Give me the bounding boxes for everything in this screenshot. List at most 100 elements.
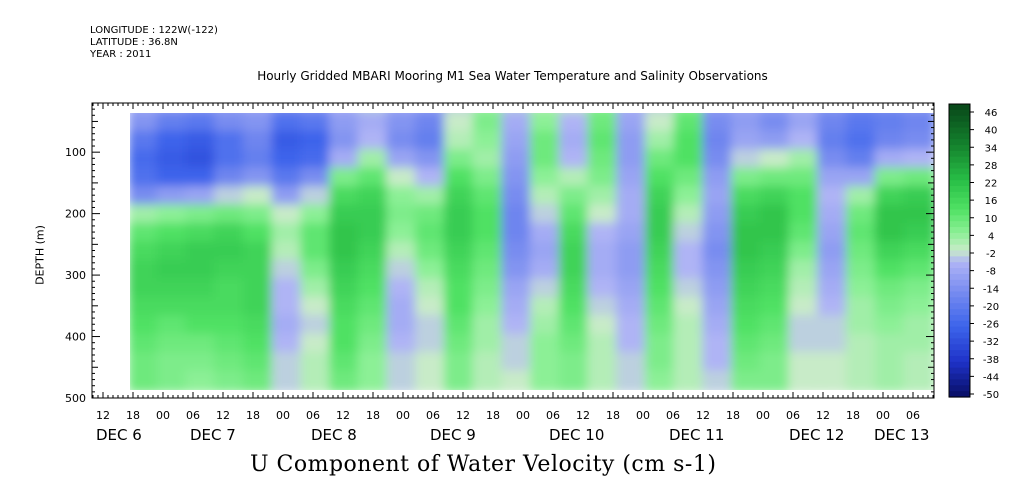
heatmap-cell xyxy=(845,259,879,280)
heatmap-cell xyxy=(874,296,908,316)
heatmap-cell xyxy=(357,113,391,132)
heatmap-cell xyxy=(443,370,477,390)
heatmap-cell xyxy=(817,113,850,132)
heatmap-cell xyxy=(874,278,908,298)
heatmap-cell xyxy=(845,130,879,151)
heatmap-cell xyxy=(673,333,707,353)
colorbar-swatch xyxy=(949,273,970,281)
heatmap-cell xyxy=(759,351,793,372)
heatmap-cell xyxy=(156,241,190,261)
colorbar-swatch xyxy=(949,355,970,363)
heatmap-cell xyxy=(644,222,678,243)
colorbar-label: 34 xyxy=(985,143,998,154)
heatmap-cell xyxy=(644,296,678,316)
heatmap-cell xyxy=(501,296,534,316)
heatmap-cell xyxy=(731,113,764,132)
x-hour-tick-label: 12 xyxy=(816,409,830,422)
heatmap-cell xyxy=(558,370,592,390)
heatmap-cell xyxy=(874,222,908,243)
heatmap-cell xyxy=(673,167,707,187)
heatmap-cell xyxy=(702,130,735,151)
heatmap-cell xyxy=(616,333,649,353)
heatmap-cell xyxy=(874,204,908,224)
heatmap-cell xyxy=(817,351,850,372)
heatmap-cell xyxy=(386,113,420,132)
heatmap-cell xyxy=(329,186,362,206)
heatmap-cell xyxy=(242,186,276,206)
heatmap-cell xyxy=(271,296,305,316)
heatmap-cell xyxy=(788,186,822,206)
heatmap-cell xyxy=(156,315,190,335)
heatmap-cell xyxy=(845,186,879,206)
heatmap-cell xyxy=(357,370,391,390)
heatmap-cell xyxy=(386,259,420,280)
heatmap-cell xyxy=(443,113,477,132)
heatmap-cell xyxy=(903,351,934,372)
heatmap-cell xyxy=(817,222,850,243)
heatmap-cell xyxy=(759,113,793,132)
heatmap-cell xyxy=(817,278,850,298)
heatmap-cell xyxy=(472,204,506,224)
heatmap-cell xyxy=(415,296,448,316)
heatmap-cell xyxy=(415,167,448,187)
heatmap-cell xyxy=(874,351,908,372)
heatmap-cell xyxy=(731,149,764,169)
heatmap-cell xyxy=(558,351,592,372)
heatmap-cell xyxy=(501,113,534,132)
heatmap-field xyxy=(130,113,934,390)
heatmap-cell xyxy=(386,149,420,169)
heatmap-cell xyxy=(845,333,879,353)
x-hour-tick-label: 18 xyxy=(726,409,740,422)
heatmap-cell xyxy=(558,333,592,353)
colorbar-swatch xyxy=(949,285,970,293)
colorbar-swatch xyxy=(949,227,970,234)
heatmap-cell xyxy=(874,130,908,151)
heatmap-cell xyxy=(472,315,506,335)
heatmap-cell xyxy=(644,149,678,169)
heatmap-cell xyxy=(644,278,678,298)
colorbar-label: -50 xyxy=(983,390,999,401)
heatmap-cell xyxy=(271,204,305,224)
heatmap-cell xyxy=(185,222,219,243)
x-hour-tick-label: 00 xyxy=(636,409,650,422)
heatmap-cell xyxy=(214,167,247,187)
heatmap-cell xyxy=(242,113,276,132)
heatmap-cell xyxy=(214,186,247,206)
heatmap-cell xyxy=(731,130,764,151)
heatmap-cell xyxy=(874,315,908,335)
colorbar-swatch xyxy=(949,150,970,158)
heatmap-cell xyxy=(530,186,563,206)
y-tick-label: 100 xyxy=(65,146,86,159)
x-hour-tick-label: 18 xyxy=(846,409,860,422)
x-hour-tick-label: 12 xyxy=(216,409,230,422)
heatmap-cell xyxy=(185,113,219,132)
heatmap-cell xyxy=(472,113,506,132)
heatmap-cell xyxy=(587,333,621,353)
heatmap-cell xyxy=(357,333,391,353)
heatmap-cell xyxy=(501,241,534,261)
heatmap-cell xyxy=(587,130,621,151)
heatmap-cell xyxy=(587,351,621,372)
x-date-label: DEC 13 xyxy=(874,426,929,444)
year-label: YEAR : 2011 xyxy=(90,49,152,60)
heatmap-cell xyxy=(130,186,161,206)
heatmap-cell xyxy=(242,149,276,169)
heatmap-cell xyxy=(386,370,420,390)
heatmap-cell xyxy=(587,186,621,206)
heatmap-cell xyxy=(731,167,764,187)
heatmap-cell xyxy=(329,278,362,298)
heatmap-cell xyxy=(587,296,621,316)
heatmap-cell xyxy=(214,149,247,169)
latitude-label: LATITUDE : 36.8N xyxy=(90,37,178,48)
heatmap-cell xyxy=(329,259,362,280)
x-hour-tick-label: 12 xyxy=(336,409,350,422)
heatmap-cell xyxy=(788,259,822,280)
heatmap-cell xyxy=(817,167,850,187)
x-hour-tick-label: 12 xyxy=(576,409,590,422)
heatmap-cell xyxy=(415,130,448,151)
heatmap-cell xyxy=(558,167,592,187)
heatmap-cell xyxy=(874,167,908,187)
heatmap-cell xyxy=(242,351,276,372)
heatmap-cell xyxy=(530,204,563,224)
heatmap-cell xyxy=(731,259,764,280)
